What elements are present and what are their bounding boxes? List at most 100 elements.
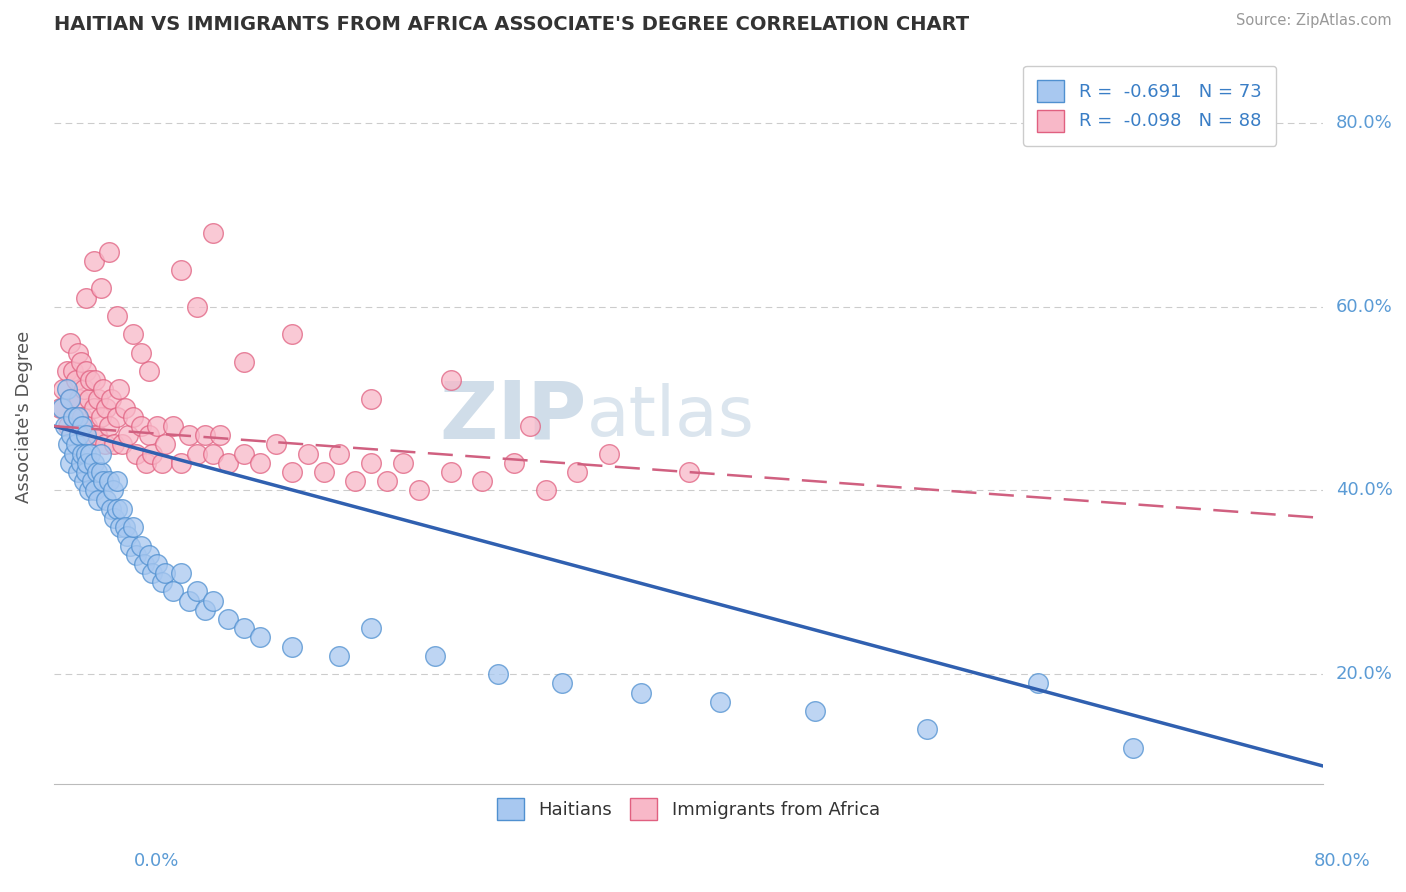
Point bbox=[249, 631, 271, 645]
Point bbox=[312, 465, 335, 479]
Point bbox=[281, 465, 304, 479]
Point bbox=[439, 465, 461, 479]
Point bbox=[344, 475, 367, 489]
Point bbox=[630, 685, 652, 699]
Point bbox=[186, 300, 208, 314]
Point bbox=[201, 447, 224, 461]
Point bbox=[125, 548, 148, 562]
Point bbox=[328, 447, 350, 461]
Point bbox=[105, 501, 128, 516]
Point bbox=[233, 355, 256, 369]
Text: 20.0%: 20.0% bbox=[1336, 665, 1393, 683]
Point bbox=[915, 723, 938, 737]
Point bbox=[49, 401, 72, 415]
Point bbox=[153, 437, 176, 451]
Point bbox=[423, 648, 446, 663]
Point bbox=[59, 392, 82, 406]
Point bbox=[217, 456, 239, 470]
Point bbox=[53, 419, 76, 434]
Point bbox=[98, 244, 121, 259]
Text: Source: ZipAtlas.com: Source: ZipAtlas.com bbox=[1236, 13, 1392, 29]
Point bbox=[281, 327, 304, 342]
Point bbox=[63, 409, 86, 424]
Point bbox=[233, 621, 256, 635]
Point bbox=[98, 419, 121, 434]
Point bbox=[98, 475, 121, 489]
Point bbox=[122, 520, 145, 534]
Point bbox=[108, 383, 131, 397]
Point bbox=[328, 648, 350, 663]
Point bbox=[138, 364, 160, 378]
Text: atlas: atlas bbox=[586, 384, 755, 450]
Point bbox=[471, 475, 494, 489]
Point bbox=[67, 428, 90, 442]
Point bbox=[73, 475, 96, 489]
Point bbox=[162, 584, 184, 599]
Point bbox=[114, 520, 136, 534]
Point bbox=[519, 419, 541, 434]
Point bbox=[678, 465, 700, 479]
Point bbox=[281, 640, 304, 654]
Point bbox=[55, 383, 77, 397]
Text: 60.0%: 60.0% bbox=[1336, 298, 1393, 316]
Point bbox=[56, 419, 79, 434]
Point bbox=[66, 409, 89, 424]
Point bbox=[141, 566, 163, 581]
Point bbox=[65, 437, 87, 451]
Text: 0.0%: 0.0% bbox=[134, 852, 179, 870]
Point bbox=[93, 437, 115, 451]
Point bbox=[170, 456, 193, 470]
Point bbox=[69, 355, 91, 369]
Point bbox=[67, 392, 90, 406]
Point bbox=[90, 281, 112, 295]
Point bbox=[129, 419, 152, 434]
Point bbox=[87, 392, 110, 406]
Point bbox=[146, 419, 169, 434]
Point bbox=[114, 401, 136, 415]
Point bbox=[162, 419, 184, 434]
Point bbox=[91, 475, 114, 489]
Point bbox=[62, 409, 84, 424]
Point bbox=[111, 437, 134, 451]
Point bbox=[100, 501, 122, 516]
Point bbox=[392, 456, 415, 470]
Point bbox=[598, 447, 620, 461]
Point bbox=[84, 483, 107, 498]
Text: 80.0%: 80.0% bbox=[1336, 114, 1393, 132]
Point bbox=[110, 520, 132, 534]
Point bbox=[105, 409, 128, 424]
Point bbox=[83, 401, 105, 415]
Point bbox=[201, 593, 224, 607]
Point bbox=[80, 475, 103, 489]
Point bbox=[76, 456, 98, 470]
Point bbox=[75, 428, 97, 442]
Point bbox=[186, 584, 208, 599]
Point bbox=[76, 419, 98, 434]
Point bbox=[122, 327, 145, 342]
Point bbox=[186, 447, 208, 461]
Point bbox=[66, 345, 89, 359]
Point bbox=[201, 226, 224, 240]
Point bbox=[122, 409, 145, 424]
Point bbox=[150, 456, 173, 470]
Point bbox=[56, 437, 79, 451]
Point bbox=[439, 373, 461, 387]
Point bbox=[249, 456, 271, 470]
Point bbox=[177, 428, 200, 442]
Point bbox=[69, 456, 91, 470]
Point bbox=[125, 447, 148, 461]
Point bbox=[60, 428, 83, 442]
Point bbox=[79, 373, 101, 387]
Point bbox=[86, 428, 108, 442]
Point bbox=[360, 392, 382, 406]
Point bbox=[360, 621, 382, 635]
Point bbox=[96, 492, 118, 507]
Point bbox=[75, 291, 97, 305]
Point bbox=[59, 392, 82, 406]
Y-axis label: Associate's Degree: Associate's Degree bbox=[15, 331, 32, 503]
Point bbox=[217, 612, 239, 626]
Legend: Haitians, Immigrants from Africa: Haitians, Immigrants from Africa bbox=[489, 790, 887, 827]
Point bbox=[66, 428, 89, 442]
Point bbox=[80, 428, 103, 442]
Point bbox=[79, 447, 101, 461]
